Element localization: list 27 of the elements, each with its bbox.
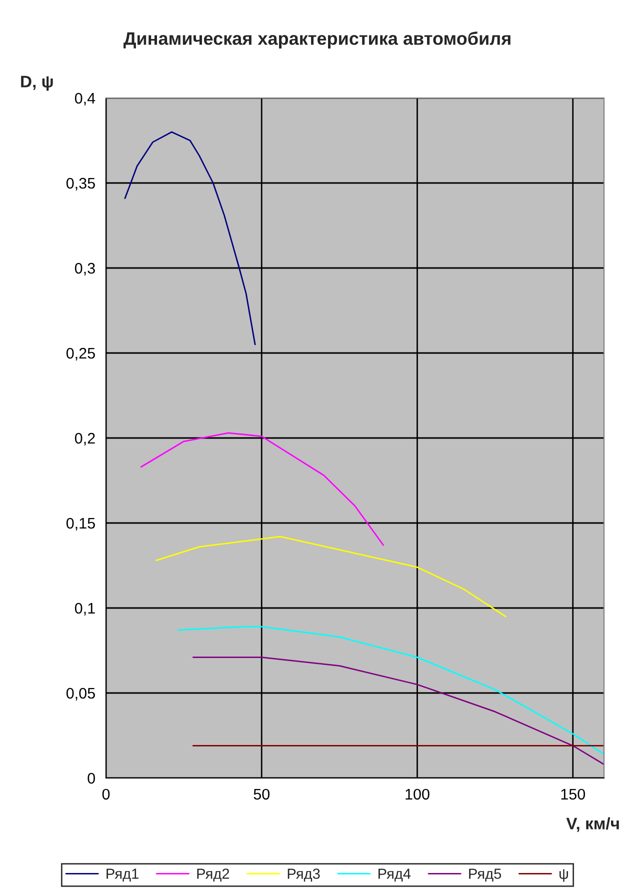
x-tick-label: 50 [254,788,270,800]
line-series [140,432,384,546]
legend-label: ψ [560,869,568,882]
x-tick-label: 150 [561,788,586,800]
chart-title: Динамическая характеристика автомобиля [124,32,510,48]
y-tick-label: 0,1 [74,602,95,616]
y-tick-label: 0,05 [66,688,95,700]
line-series [178,626,604,755]
x-tick-label: 100 [406,788,430,800]
legend-label: Ряд1 [106,868,138,882]
y-tick-label: 0,3 [74,262,95,276]
y-tick-label: 0,2 [74,432,95,446]
x-tick-label: 0 [102,788,110,800]
y-axis-title: D, ψ [21,76,53,91]
legend-label: Ряд5 [469,868,502,882]
y-tick-label: 0 [88,772,95,784]
y-tick-label: 0,25 [66,348,95,360]
line-series [192,656,604,766]
legend-label: Ряд4 [378,868,411,882]
line-series [155,536,506,618]
legend-label: Ряд3 [288,868,320,882]
legend-label: Ряд2 [197,868,230,882]
line-series [124,131,256,346]
y-tick-label: 0,4 [74,92,96,106]
x-axis-title: V, км/ч [566,817,619,832]
y-tick-label: 0,35 [66,178,95,190]
y-tick-label: 0,15 [66,518,95,530]
